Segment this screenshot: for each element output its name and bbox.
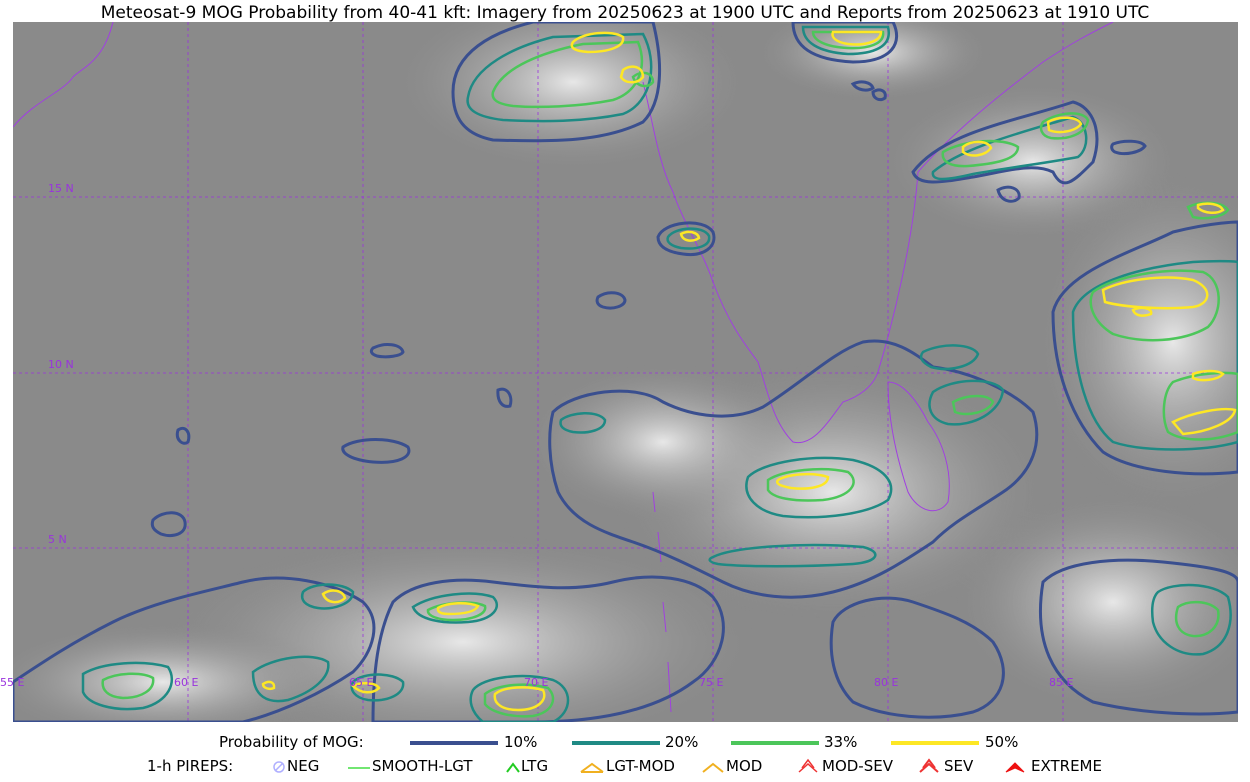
swatch-20pct: [572, 741, 660, 745]
filled-chevron-icon: [1005, 762, 1025, 773]
lon-label-85: 85 E: [1049, 676, 1074, 689]
pirep-ltg-label: LTG: [521, 757, 549, 775]
pirep-smooth-lgt-label: SMOOTH-LGT: [372, 757, 473, 775]
map-title: Meteosat-9 MOG Probability from 40-41 kf…: [100, 3, 1150, 23]
lon-label-60: 60 E: [174, 676, 199, 689]
lat-label-5: 5 N: [48, 533, 67, 546]
lon-label-80: 80 E: [874, 676, 899, 689]
swatch-10pct: [410, 741, 498, 745]
lon-label-70: 70 E: [524, 676, 549, 689]
line-icon: [348, 767, 370, 769]
pirep-mod-label: MOD: [726, 757, 763, 775]
chevron-bar-icon: [580, 762, 604, 773]
neg-circle-icon: [273, 761, 285, 773]
legend-10pct-label: 10%: [504, 733, 538, 751]
legend-20pct-label: 20%: [665, 733, 699, 751]
pirep-extreme-label: EXTREME: [1031, 757, 1102, 775]
coastline: [13, 22, 1114, 713]
contours-50pct: [261, 30, 1237, 712]
lon-label-65: 65 E: [349, 676, 374, 689]
contours-20pct: [81, 25, 1238, 722]
pirep-mod-sev-label: MOD-SEV: [822, 757, 893, 775]
sev-double-chevron-icon: [919, 758, 939, 773]
legend-50pct-label: 50%: [985, 733, 1019, 751]
swatch-50pct: [891, 741, 979, 745]
chevron-icon: [506, 762, 520, 773]
lon-label-55: 55 E: [0, 676, 25, 689]
lat-label-15: 15 N: [48, 182, 74, 195]
lat-label-10: 10 N: [48, 358, 74, 371]
pireps-legend: 1-h PIREPS: NEG SMOOTH-LGT LTG LGT-MOD M…: [0, 757, 1250, 777]
probability-legend: Probability of MOG: 10% 20% 33% 50%: [0, 733, 1250, 753]
mod-chevron-icon: [702, 762, 724, 773]
lon-label-75: 75 E: [699, 676, 724, 689]
satellite-map[interactable]: 15 N 10 N 5 N 55 E 60 E 65 E 70 E 75 E 8…: [0, 22, 1238, 722]
legend-33pct-label: 33%: [824, 733, 858, 751]
cloud-areas: [13, 22, 1238, 722]
pireps-legend-label: 1-h PIREPS:: [147, 757, 234, 775]
double-chevron-icon: [798, 758, 818, 773]
pirep-sev-label: SEV: [944, 757, 974, 775]
swatch-33pct: [731, 741, 819, 745]
pirep-neg-label: NEG: [287, 757, 320, 775]
contours-10pct: [13, 22, 1238, 722]
pirep-lgt-mod-label: LGT-MOD: [606, 757, 675, 775]
probability-legend-label: Probability of MOG:: [219, 733, 364, 751]
